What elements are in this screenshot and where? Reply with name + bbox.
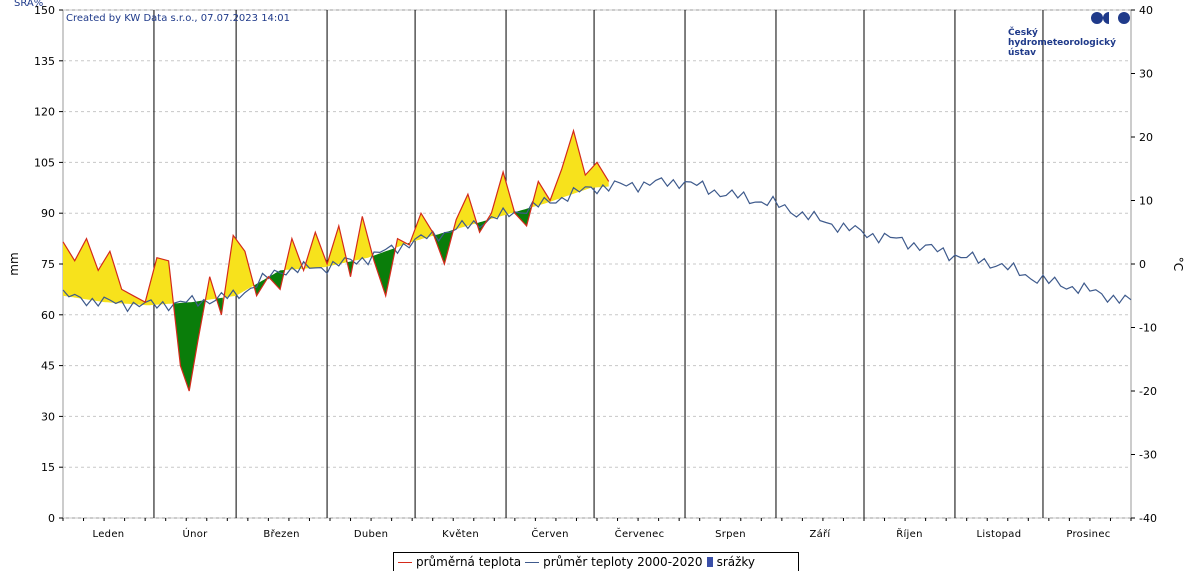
below-normal-fill [173,300,206,391]
above-normal-fill [531,130,609,210]
right-tick-label: -30 [1139,449,1157,462]
right-tick-label: 40 [1139,4,1153,17]
above-normal-fill [487,171,514,221]
month-label: Listopad [977,529,1022,540]
right-tick-label: 0 [1139,258,1146,271]
right-tick-label: 20 [1139,131,1153,144]
right-tick-label: -10 [1139,322,1157,335]
above-normal-fill [284,238,303,271]
above-normal-fill [353,216,373,262]
left-tick-label: 120 [34,106,55,119]
below-normal-fill [432,229,454,264]
below-normal-fill [268,270,285,290]
right-tick-label: -20 [1139,385,1157,398]
legend-label-avg-temp: průměrná teplota [416,555,522,569]
below-normal-fill [253,278,267,296]
above-normal-fill [409,213,433,245]
month-axis-labels: Leden Únor Březen Duben Květen Červen Červenec… [62,518,1132,540]
month-label: Březen [263,528,299,540]
month-label: Leden [93,529,125,540]
month-label: Květen [442,528,479,540]
logo-line-2: hydrometeorologický [1008,38,1116,48]
left-tick-label: 90 [41,207,55,220]
below-normal-fill [346,257,354,277]
logo-halfmoon [1103,12,1109,24]
left-tick-label: 30 [41,410,55,423]
above-normal-fill [205,276,216,301]
y-axis-title-left: mm [7,252,21,275]
month-label: Září [809,528,831,540]
credit-text: Created by KW Data s.r.o., 07.07.2023 14… [66,13,290,24]
legend-swatch-blue [525,561,540,563]
month-label: Říjen [896,527,923,540]
month-label: Červen [531,527,568,540]
left-tick-label: 15 [41,461,55,474]
average-temperature-line [62,128,610,392]
right-tick-label: -40 [1139,512,1157,525]
left-tick-label: 105 [34,156,55,169]
month-label: Únor [182,527,208,540]
left-tick-label: 75 [41,258,55,271]
right-tick-label: 30 [1139,68,1153,81]
left-tick-label: 60 [41,309,55,322]
logo-dot-left [1091,12,1103,24]
month-label: Srpen [715,529,746,540]
legend-item-precip: srážky [706,555,756,569]
left-tick-label: 45 [41,360,55,373]
legend-swatch-red [398,561,412,563]
y-axis-title-right: °C [1171,257,1185,271]
month-label: Červenec [615,527,665,540]
month-label: Prosinec [1066,529,1110,540]
legend-label-precip: srážky [716,555,756,569]
logo-dot-right [1118,12,1130,24]
month-separators [153,10,1044,518]
chmi-logo: Český hydrometeorologický ústav [1008,12,1130,58]
right-axis-ticks: -40 -30 -20 -10 0 10 20 30 40 [1131,4,1157,525]
month-label: Duben [354,529,388,540]
left-tick-label: 150 [34,4,55,17]
chart-legend: průměrná teplota průměr teploty 2000-202… [393,552,799,571]
below-normal-fill [372,248,395,296]
left-tick-label: 0 [48,512,55,525]
legend-item-avg-temp: průměrná teplota [398,555,521,569]
left-tick-label: 135 [34,55,55,68]
normal-temperature-line [62,177,1132,313]
logo-line-1: Český [1008,26,1038,38]
left-axis-ticks: 0 15 30 45 60 75 90 105 120 135 150 [34,4,63,525]
right-tick-label: 10 [1139,195,1153,208]
above-normal-fill [63,238,173,306]
legend-label-normal-temp: průměr teploty 2000-2020 [543,555,703,569]
legend-item-normal-temp: průměr teploty 2000-2020 [525,555,703,569]
above-normal-fill [453,194,477,231]
logo-line-3: ústav [1008,48,1036,58]
legend-swatch-precip [706,557,713,567]
series-lines [62,128,1132,392]
corner-label: SRA% [14,0,43,9]
